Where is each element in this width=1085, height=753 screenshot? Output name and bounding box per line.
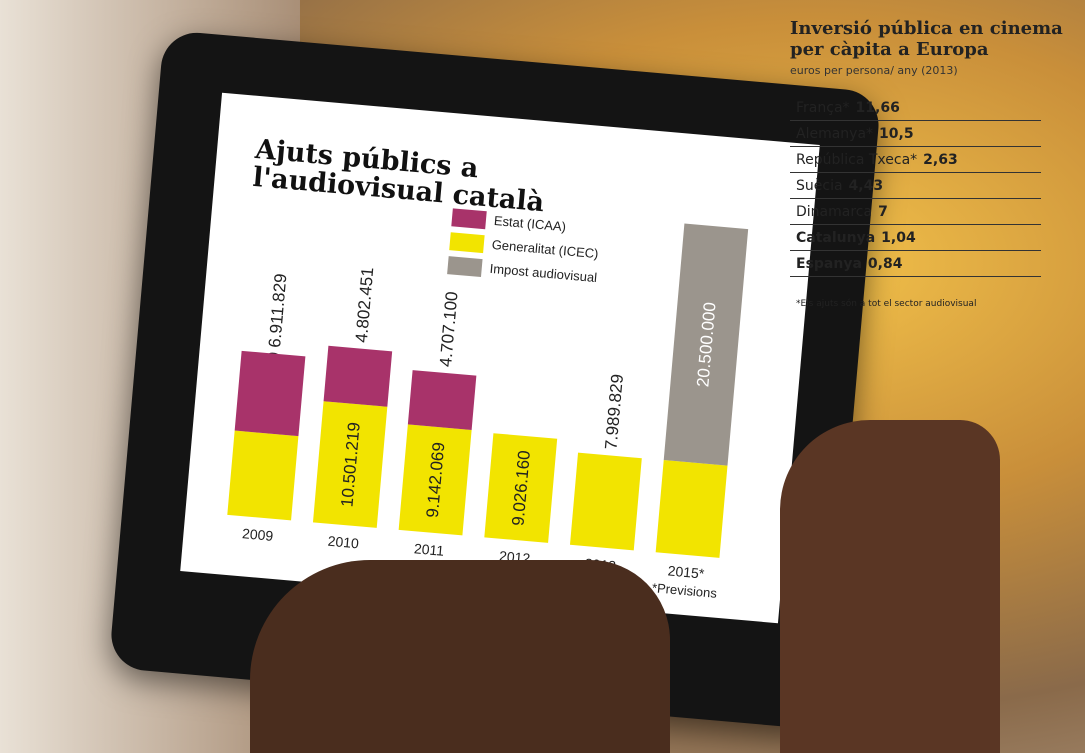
country: França* — [796, 100, 850, 116]
country: República Txeca* — [796, 152, 918, 168]
bar-segment — [234, 350, 306, 437]
sidebar-footnote: *Els ajuts són a tot el sector audiovisu… — [796, 299, 977, 309]
sidebar-subtitle: euros per persona/ any (2013) — [790, 64, 958, 77]
country: Suècia — [796, 178, 843, 194]
value-label: 4.802.451 — [352, 266, 378, 343]
table-row: Suècia 4,43 — [790, 173, 1041, 199]
x-tick-label: 2009 — [241, 525, 274, 544]
country: Dinamarca — [796, 204, 873, 220]
amount: 11,66 — [855, 100, 900, 116]
bar-segment — [323, 345, 393, 407]
bar-segment — [398, 424, 472, 536]
amount: 10,5 — [879, 126, 914, 142]
legend-swatch — [451, 208, 487, 230]
tablet-screen: Ajuts públics a l'audiovisual català Est… — [180, 92, 820, 624]
hand — [250, 560, 670, 753]
bar-segment — [484, 433, 558, 543]
table-row: Alemanya* 10,5 — [790, 121, 1041, 147]
x-tick-label: 2015* — [667, 562, 705, 581]
sidebar-title: Inversió pública en cinema per càpita a … — [790, 18, 1063, 60]
x-tick-label: 2010 — [327, 533, 360, 552]
amount: 2,63 — [923, 152, 958, 168]
value-label: 7.989.829 — [601, 373, 627, 450]
bar-segment — [407, 370, 477, 430]
table-row: Espanya 0,84 — [790, 251, 1041, 277]
x-tick-label: 2011 — [413, 540, 445, 559]
sidebar: Inversió pública en cinema per càpita a … — [790, 18, 1080, 378]
bar-segment — [227, 430, 299, 521]
country: Espanya — [796, 256, 862, 272]
table-row: República Txeca* 2,63 — [790, 147, 1041, 173]
chart: Estat (ICAA) Generalitat (ICEC)Impost aud… — [227, 208, 749, 601]
country: Catalunya — [796, 230, 876, 246]
table-row: Catalunya 1,04 — [790, 225, 1041, 251]
legend-label: Generalitat (ICEC) — [491, 237, 599, 261]
sidebar-table: França* 11,66 Alemanya* 10,5 República Txeca… — [790, 95, 1080, 277]
value-label: 4.707.100 — [436, 291, 462, 368]
country: Alemanya* — [796, 126, 874, 142]
chart-note: *Previsions — [651, 580, 718, 601]
legend-label: Impost audiovisual — [489, 261, 598, 285]
hand — [780, 420, 1000, 753]
amount: 1,04 — [881, 230, 916, 246]
table-row: França* 11,66 — [790, 95, 1041, 121]
bar-segment — [312, 401, 388, 528]
amount: 0,84 — [867, 256, 903, 272]
bar-segment — [569, 452, 642, 551]
table-row: Dinamarca 7 — [790, 199, 1041, 225]
legend-label: Estat (ICAA) — [493, 213, 566, 234]
bar-segment — [655, 460, 728, 558]
amount: 4,43 — [848, 178, 884, 194]
legend-swatch — [449, 232, 485, 254]
value-label: 6.911.829 — [265, 273, 290, 349]
amount: 7 — [878, 204, 888, 220]
bar-segment — [663, 223, 749, 466]
legend-swatch — [447, 256, 483, 278]
